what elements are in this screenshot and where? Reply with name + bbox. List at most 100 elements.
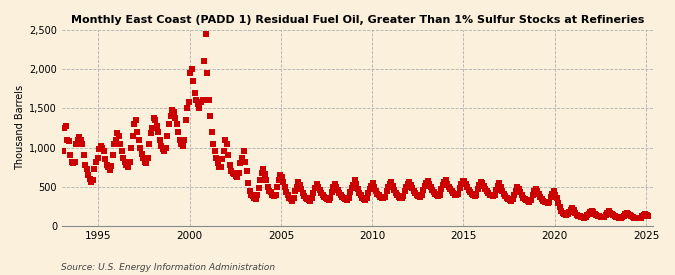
Point — [395, 196, 406, 200]
Point — [151, 123, 162, 128]
Point — [84, 177, 95, 181]
Point — [304, 198, 315, 202]
Point — [547, 192, 558, 196]
Point — [209, 149, 220, 154]
Point — [208, 141, 219, 146]
Point — [178, 144, 188, 148]
Point — [296, 187, 307, 191]
Point — [504, 198, 515, 202]
Point — [284, 196, 294, 200]
Point — [406, 183, 416, 187]
Point — [419, 184, 430, 188]
Point — [349, 178, 360, 183]
Point — [133, 138, 144, 142]
Point — [589, 211, 600, 216]
Point — [545, 195, 556, 199]
Point — [371, 188, 381, 193]
Point — [538, 199, 549, 203]
Point — [74, 135, 84, 139]
Point — [508, 197, 518, 202]
Point — [288, 196, 299, 200]
Point — [331, 185, 342, 189]
Point — [481, 189, 492, 194]
Point — [145, 131, 156, 136]
Point — [413, 194, 424, 198]
Point — [159, 149, 170, 154]
Point — [168, 110, 179, 114]
Point — [516, 193, 527, 197]
Point — [83, 173, 94, 177]
Point — [94, 147, 105, 151]
Point — [271, 185, 282, 189]
Point — [450, 192, 460, 197]
Point — [286, 197, 296, 202]
Point — [138, 156, 148, 161]
Point — [203, 98, 214, 103]
Point — [500, 194, 510, 198]
Point — [617, 215, 628, 220]
Point — [265, 190, 276, 194]
Point — [197, 98, 208, 103]
Point — [554, 205, 565, 209]
Point — [59, 126, 70, 130]
Point — [459, 179, 470, 183]
Point — [346, 186, 357, 191]
Point — [317, 193, 328, 197]
Point — [214, 165, 225, 169]
Point — [510, 188, 521, 193]
Point — [614, 216, 624, 220]
Point — [620, 212, 630, 216]
Point — [313, 185, 323, 189]
Point — [595, 215, 606, 219]
Point — [345, 190, 356, 194]
Point — [72, 138, 83, 142]
Point — [398, 194, 408, 198]
Point — [113, 134, 124, 138]
Point — [282, 193, 293, 197]
Point — [551, 196, 562, 201]
Point — [182, 106, 192, 111]
Point — [294, 183, 305, 187]
Point — [439, 180, 450, 184]
Point — [88, 178, 99, 183]
Text: Source: U.S. Energy Information Administration: Source: U.S. Energy Information Administ… — [61, 263, 275, 272]
Point — [224, 163, 235, 167]
Point — [118, 155, 129, 160]
Point — [198, 59, 209, 64]
Point — [340, 197, 351, 202]
Point — [76, 138, 86, 142]
Point — [223, 153, 234, 158]
Point — [503, 197, 514, 202]
Point — [242, 181, 253, 185]
Point — [162, 134, 173, 138]
Point — [533, 192, 544, 196]
Point — [299, 194, 310, 198]
Point — [588, 210, 599, 214]
Point — [298, 191, 308, 195]
Point — [226, 169, 237, 173]
Point — [80, 163, 90, 167]
Point — [323, 198, 334, 202]
Point — [497, 188, 508, 193]
Point — [342, 198, 352, 202]
Point — [597, 215, 608, 219]
Point — [431, 193, 442, 197]
Point — [498, 192, 509, 196]
Point — [90, 160, 101, 164]
Point — [454, 186, 465, 191]
Point — [390, 191, 401, 195]
Point — [428, 190, 439, 194]
Point — [61, 138, 72, 142]
Point — [234, 170, 244, 175]
Point — [495, 185, 506, 190]
Point — [392, 193, 402, 197]
Point — [580, 215, 591, 219]
Point — [522, 199, 533, 203]
Point — [485, 192, 495, 197]
Point — [184, 100, 194, 104]
Point — [559, 212, 570, 216]
Point — [608, 213, 618, 218]
Point — [457, 179, 468, 183]
Point — [610, 214, 620, 219]
Point — [463, 188, 474, 192]
